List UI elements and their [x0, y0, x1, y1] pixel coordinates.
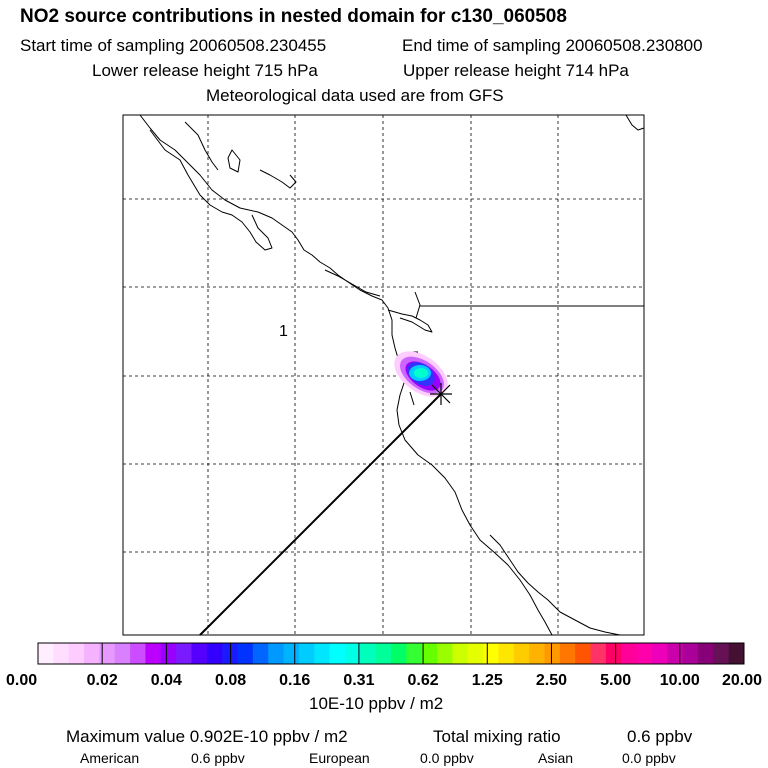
- colorbar-cell: [114, 643, 131, 664]
- colorbar-cell: [99, 643, 116, 664]
- colorbar-cell: [697, 643, 714, 664]
- colorbar-cell: [375, 643, 392, 664]
- colorbar-cell: [130, 643, 146, 664]
- page-title: NO2 source contributions in nested domai…: [20, 6, 567, 27]
- colorbar-cell: [437, 643, 453, 664]
- american-value: 0.6 ppbv: [191, 750, 245, 766]
- colorbar-cell: [53, 643, 70, 664]
- colorbar-cell: [452, 643, 469, 664]
- met-data-label: Meteorological data used are from GFS: [206, 86, 504, 105]
- colorbar-cell: [314, 643, 331, 664]
- colorbar-cell: [682, 643, 699, 664]
- colorbar-cell: [268, 643, 285, 664]
- colorbar-cell: [636, 643, 653, 664]
- colorbar-ticks: 0.00 0.02 0.04 0.08 0.16 0.31 0.62 1.25 2.50 5.00…: [6, 643, 762, 689]
- colorbar-cell: [329, 643, 346, 664]
- total-mixing-ratio-label: Total mixing ratio: [433, 727, 561, 746]
- colorbar-tick-label: 0.04: [151, 672, 182, 689]
- european-value: 0.0 ppbv: [420, 750, 474, 766]
- colorbar-cell: [590, 643, 607, 664]
- colorbar-tick-label: 0.31: [343, 672, 374, 689]
- colorbar-cell: [498, 643, 515, 664]
- flight-track: [199, 393, 442, 636]
- colorbar-cell: [529, 643, 545, 664]
- colorbar-cell: [667, 643, 684, 664]
- colorbar-cell: [344, 643, 361, 664]
- colorbar-cell: [237, 643, 254, 664]
- colorbar-cell: [191, 643, 208, 664]
- colorbar-units: 10E-10 ppbv / m2: [309, 694, 444, 713]
- colorbar-tick-label: 0.16: [279, 672, 310, 689]
- colorbar-cell: [68, 643, 85, 664]
- total-mixing-ratio-value: 0.6 ppbv: [627, 727, 693, 746]
- american-label: American: [80, 750, 140, 766]
- maximum-value-label: Maximum value 0.902E-10 ppbv / m2: [66, 727, 348, 746]
- colorbar-cell: [38, 643, 54, 664]
- colorbar-cell: [651, 643, 668, 664]
- european-label: European: [309, 750, 370, 766]
- colorbar-cell: [421, 643, 438, 664]
- coastline: [139, 114, 645, 636]
- asian-value: 0.0 ppbv: [622, 750, 676, 766]
- colorbar-cell: [483, 643, 499, 664]
- colorbar-cell: [467, 643, 484, 664]
- colorbar-cell: [360, 643, 377, 664]
- upper-release-label: Upper release height 714 hPa: [403, 61, 629, 80]
- colorbar-cell: [176, 643, 192, 664]
- colorbar-cell: [575, 643, 592, 664]
- colorbar-cell: [605, 643, 622, 664]
- colorbar-cell: [252, 643, 269, 664]
- lower-release-label: Lower release height 715 hPa: [92, 61, 318, 80]
- colorbar-cell: [160, 643, 177, 664]
- colorbar-cell: [283, 643, 300, 664]
- colorbar-cell: [559, 643, 576, 664]
- plume: [394, 351, 448, 397]
- colorbar-cell: [84, 643, 100, 664]
- colorbar-cell: [391, 643, 407, 664]
- colorbar-tick-label: 20.00: [722, 672, 762, 689]
- map-frame: [122, 114, 645, 636]
- start-time-label: Start time of sampling 20060508.230455: [20, 36, 327, 55]
- colorbar-cell: [621, 643, 638, 664]
- colorbar-cell: [544, 643, 561, 664]
- colorbar-cells: [37, 642, 745, 665]
- colorbar-cell: [145, 643, 162, 664]
- colorbar-tick-label: 0.00: [6, 672, 37, 689]
- colorbar-tick-label: 10.00: [660, 672, 700, 689]
- plume-contour: [414, 368, 428, 378]
- release-point-marker: [430, 383, 452, 405]
- colorbar-cell: [713, 643, 730, 664]
- colorbar-cell: [513, 643, 530, 664]
- colorbar-tick-label: 2.50: [536, 672, 567, 689]
- end-time-label: End time of sampling 20060508.230800: [402, 36, 703, 55]
- region-marker: 1: [279, 323, 288, 340]
- colorbar-tick-label: 0.08: [215, 672, 246, 689]
- colorbar-tick-label: 0.02: [87, 672, 118, 689]
- colorbar-tick-label: 1.25: [472, 672, 503, 689]
- colorbar-tick-label: 0.62: [408, 672, 439, 689]
- colorbar-cell: [728, 643, 745, 664]
- colorbar-frame: [37, 642, 745, 665]
- asian-label: Asian: [538, 750, 574, 766]
- colorbar-cell: [206, 643, 223, 664]
- colorbar-cell: [298, 643, 315, 664]
- colorbar-cell: [406, 643, 423, 664]
- colorbar-tick-label: 5.00: [600, 672, 631, 689]
- grid-lines: [123, 115, 644, 635]
